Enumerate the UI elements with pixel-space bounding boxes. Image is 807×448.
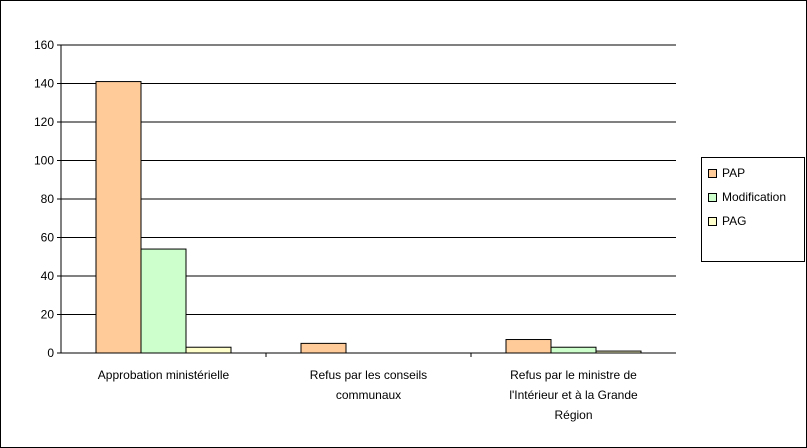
bar-pap bbox=[505, 339, 552, 354]
y-tick-label: 100 bbox=[34, 154, 54, 168]
y-tick-label: 120 bbox=[34, 115, 54, 129]
x-category-label: Refus par le ministre de bbox=[510, 368, 637, 382]
x-category-label: Refus par les conseils bbox=[310, 368, 427, 382]
legend-item: PAP bbox=[708, 164, 745, 182]
y-tick-label: 140 bbox=[34, 77, 54, 91]
bar-pag bbox=[185, 346, 232, 354]
bars bbox=[95, 81, 642, 354]
legend-label: PAG bbox=[722, 214, 747, 228]
x-category-labels: Approbation ministérielle Refus par les c… bbox=[98, 368, 638, 422]
y-tick-label: 0 bbox=[47, 346, 54, 360]
y-tick-label: 40 bbox=[41, 269, 55, 283]
bar-modification bbox=[140, 248, 187, 354]
x-category-label: l'Intérieur et à la Grande bbox=[509, 388, 638, 402]
axes bbox=[57, 44, 676, 357]
x-category-label: Approbation ministérielle bbox=[98, 368, 230, 382]
y-tick-label: 80 bbox=[41, 192, 55, 206]
y-tick-labels: 0 20 40 60 80 100 120 140 160 bbox=[34, 38, 54, 360]
y-tick-label: 160 bbox=[34, 38, 54, 52]
legend-swatch bbox=[708, 192, 717, 202]
x-category-label: Région bbox=[554, 408, 592, 422]
legend: PAP Modification PAG bbox=[701, 157, 805, 262]
legend-swatch bbox=[708, 216, 717, 226]
y-tick-label: 20 bbox=[41, 308, 55, 322]
x-category-label: communaux bbox=[336, 388, 401, 402]
y-tick-label: 60 bbox=[41, 231, 55, 245]
legend-swatch bbox=[708, 168, 717, 178]
legend-label: Modification bbox=[722, 190, 787, 204]
bar-pap bbox=[300, 342, 347, 354]
legend-item: Modification bbox=[708, 188, 786, 206]
bar-pap bbox=[95, 81, 142, 354]
legend-label: PAP bbox=[722, 166, 746, 180]
bar-modification bbox=[550, 346, 597, 354]
legend-item: PAG bbox=[708, 212, 746, 230]
